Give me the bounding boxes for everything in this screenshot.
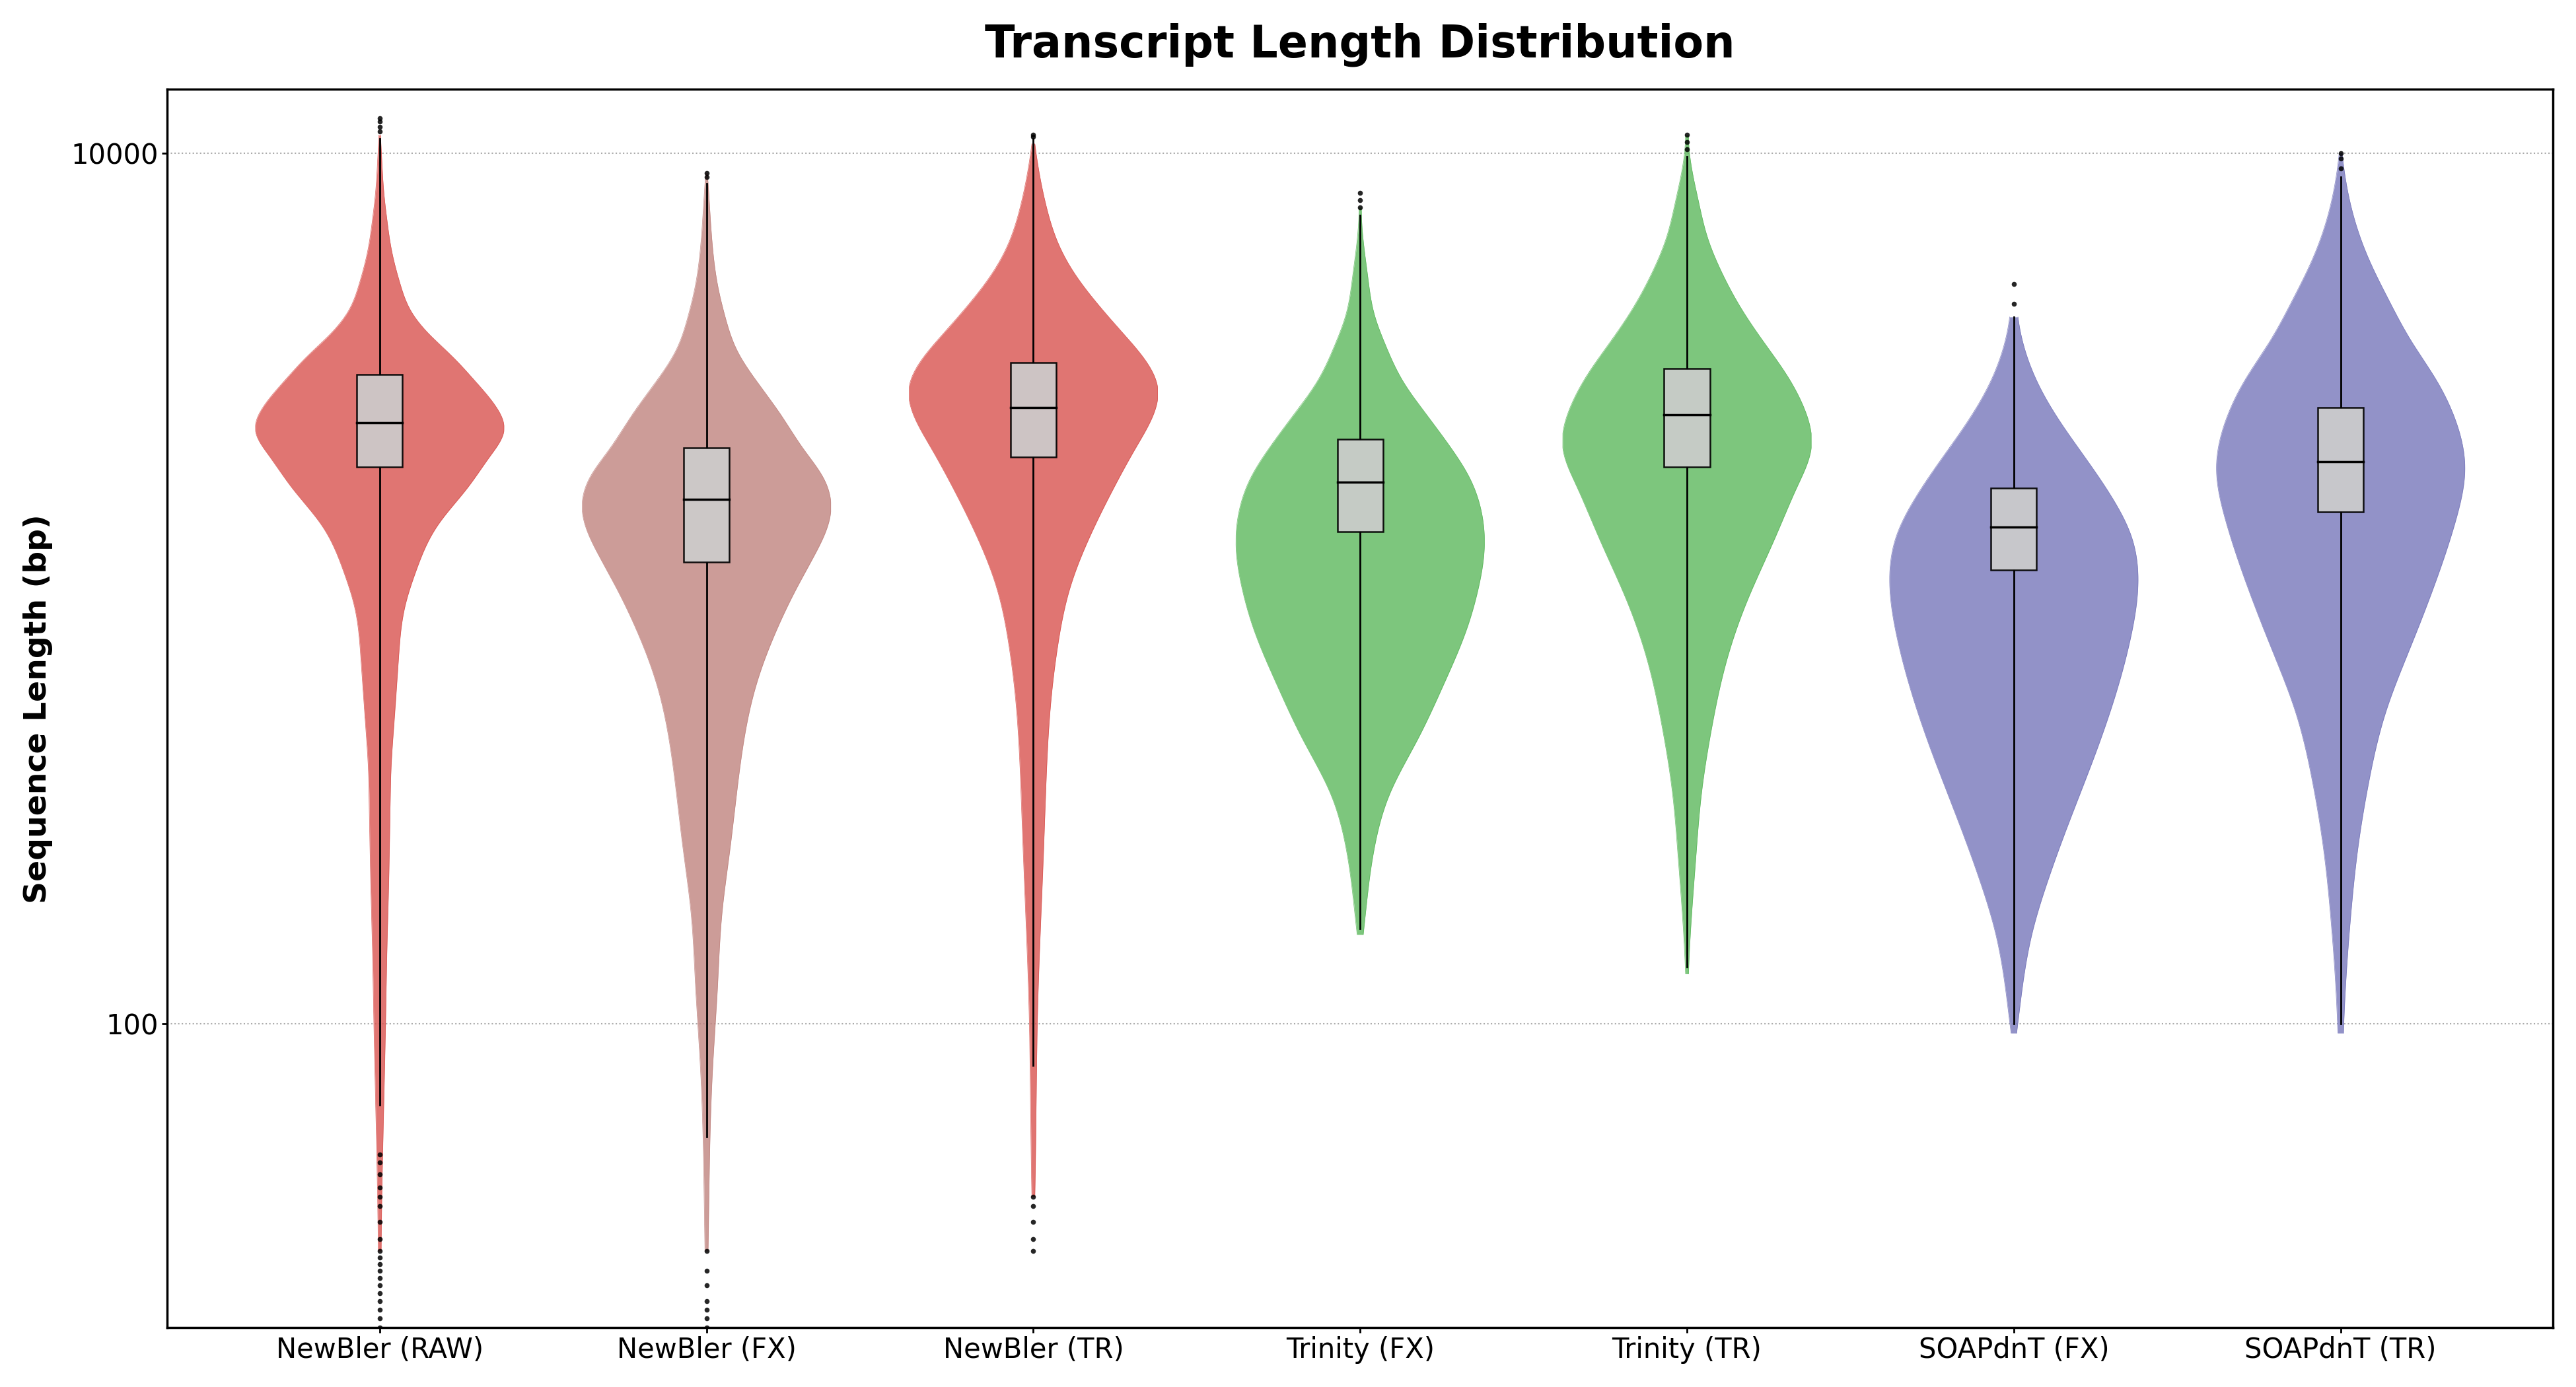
Point bbox=[1667, 123, 1708, 146]
Point bbox=[358, 1316, 399, 1338]
Point bbox=[358, 1259, 399, 1282]
Point bbox=[1994, 293, 2035, 315]
Point bbox=[685, 1240, 726, 1262]
Point bbox=[358, 1186, 399, 1208]
Point bbox=[1012, 1196, 1054, 1218]
Bar bbox=[1664, 369, 1710, 467]
Point bbox=[685, 166, 726, 189]
Title: Transcript Length Distribution: Transcript Length Distribution bbox=[984, 24, 1736, 67]
Point bbox=[685, 162, 726, 184]
Point bbox=[1012, 126, 1054, 148]
Point bbox=[1012, 1240, 1054, 1262]
Point bbox=[2321, 158, 2362, 180]
Bar bbox=[1991, 488, 2038, 570]
Point bbox=[685, 1275, 726, 1297]
Point bbox=[358, 1275, 399, 1297]
Point bbox=[1012, 123, 1054, 146]
Y-axis label: Sequence Length (bp): Sequence Length (bp) bbox=[23, 513, 52, 903]
Point bbox=[358, 1266, 399, 1289]
Point bbox=[358, 1164, 399, 1186]
Point bbox=[1667, 130, 1708, 153]
Point bbox=[1340, 189, 1381, 211]
Point bbox=[358, 115, 399, 137]
Point bbox=[1994, 273, 2035, 295]
Point bbox=[2321, 147, 2362, 169]
Point bbox=[1340, 197, 1381, 219]
Point bbox=[358, 1252, 399, 1275]
Bar bbox=[1010, 362, 1056, 458]
Point bbox=[358, 1298, 399, 1320]
Point bbox=[358, 1211, 399, 1233]
Point bbox=[1012, 1211, 1054, 1233]
Point bbox=[1340, 182, 1381, 204]
Bar bbox=[1337, 440, 1383, 531]
Point bbox=[685, 1290, 726, 1312]
Point bbox=[358, 1282, 399, 1304]
Point bbox=[685, 1308, 726, 1330]
Point bbox=[358, 121, 399, 143]
Bar bbox=[358, 374, 402, 467]
Point bbox=[358, 1240, 399, 1262]
Point bbox=[685, 1298, 726, 1320]
Point bbox=[1012, 1227, 1054, 1250]
Point bbox=[2321, 141, 2362, 164]
Point bbox=[358, 1308, 399, 1330]
Point bbox=[1667, 139, 1708, 161]
Point bbox=[358, 107, 399, 129]
Point bbox=[358, 1176, 399, 1198]
Point bbox=[358, 1196, 399, 1218]
Point bbox=[685, 1316, 726, 1338]
Bar bbox=[2318, 408, 2365, 512]
Point bbox=[358, 1247, 399, 1269]
Point bbox=[358, 111, 399, 133]
Point bbox=[358, 1151, 399, 1173]
Point bbox=[358, 1227, 399, 1250]
Point bbox=[358, 1290, 399, 1312]
Bar bbox=[683, 448, 729, 562]
Point bbox=[1012, 1186, 1054, 1208]
Point bbox=[358, 1143, 399, 1165]
Point bbox=[685, 1259, 726, 1282]
